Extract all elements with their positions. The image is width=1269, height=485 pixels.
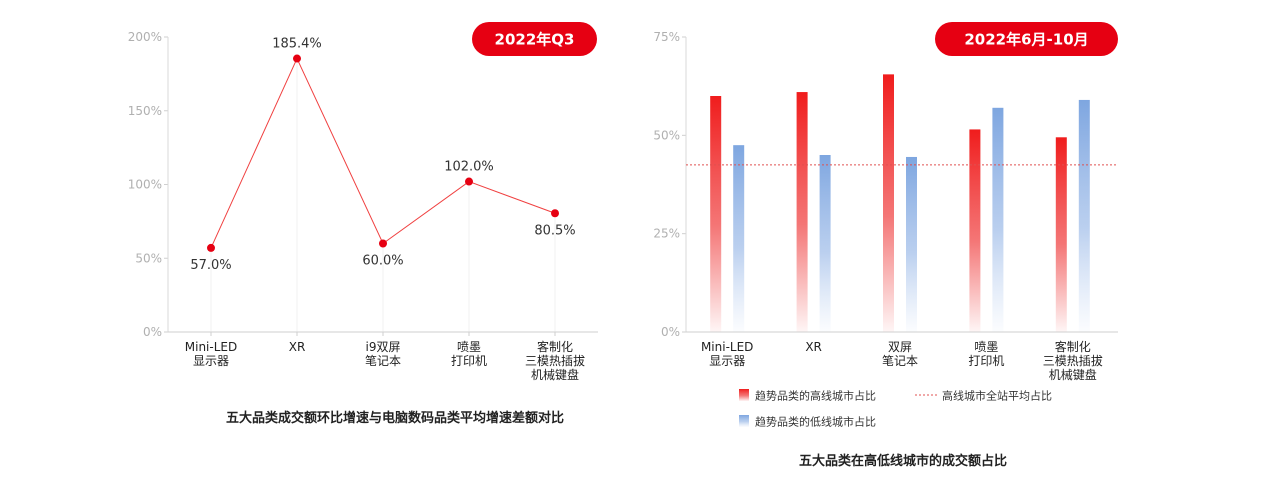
data-label: 57.0% bbox=[190, 258, 231, 273]
right-y-tick-label: 75% bbox=[653, 30, 680, 44]
bar-high-city bbox=[796, 92, 808, 332]
right-x-tick-label: 双屏 bbox=[888, 340, 912, 354]
legend-label-ref: 高线城市全站平均占比 bbox=[942, 389, 1052, 403]
right-chart-title: 五大品类在高低线城市的成交额占比 bbox=[799, 453, 1007, 469]
left-x-tick-label: 三模热插拔 bbox=[525, 353, 585, 368]
right-x-tick-label: 笔记本 bbox=[882, 353, 918, 368]
left-badge-label: 2022年Q3 bbox=[495, 31, 575, 49]
legend-swatch-high bbox=[739, 389, 749, 401]
left-x-tick-label: 客制化 bbox=[537, 339, 573, 354]
legend-swatch-low bbox=[739, 415, 749, 427]
left-x-tick-label: 笔记本 bbox=[365, 353, 401, 368]
bar-low-city bbox=[1078, 99, 1090, 332]
bar-low-city bbox=[819, 155, 831, 332]
right-badge-label: 2022年6月-10月 bbox=[964, 31, 1088, 49]
right-y-tick-label: 50% bbox=[653, 128, 680, 142]
left-y-tick-label: 0% bbox=[143, 325, 162, 339]
series-line bbox=[210, 57, 556, 249]
left-points bbox=[207, 54, 559, 252]
bar-low-city bbox=[992, 107, 1004, 332]
data-point bbox=[551, 209, 559, 218]
bar-low-city bbox=[906, 156, 917, 332]
left-x-tick-label: 显示器 bbox=[193, 354, 229, 368]
left-y-tick-label: 150% bbox=[128, 104, 162, 118]
left-x-tick-label: XR bbox=[289, 340, 306, 354]
right-x-tick-label: XR bbox=[805, 340, 822, 354]
data-point bbox=[465, 177, 473, 186]
left-badge bbox=[472, 22, 597, 56]
left-y-axis: 0% 50% 100% 150% 200% bbox=[128, 30, 168, 339]
data-label: 102.0% bbox=[444, 160, 494, 175]
right-y-tick-label: 0% bbox=[661, 325, 680, 339]
bar-low-city bbox=[733, 145, 745, 332]
left-y-tick-label: 100% bbox=[128, 178, 162, 192]
data-label: 80.5% bbox=[534, 223, 575, 238]
legend-label-high: 趋势品类的高线城市占比 bbox=[755, 389, 876, 403]
data-point bbox=[207, 243, 215, 252]
left-x-tick-label: 喷墨 bbox=[457, 340, 481, 354]
bar-high-city bbox=[969, 129, 981, 332]
bar-high-city bbox=[1055, 137, 1067, 332]
data-point bbox=[293, 54, 301, 63]
left-x-tick-label: Mini-LED bbox=[185, 340, 237, 354]
left-series-line bbox=[210, 57, 556, 249]
left-x-tick-label: 打印机 bbox=[451, 354, 487, 368]
right-x-tick-label: 显示器 bbox=[709, 354, 745, 368]
data-label: 60.0% bbox=[362, 254, 403, 269]
left-y-tick-label: 50% bbox=[135, 251, 162, 265]
right-x-tick-label: 打印机 bbox=[968, 354, 1004, 368]
legend: 趋势品类的高线城市占比 高线城市全站平均占比 趋势品类的低线城市占比 bbox=[739, 389, 1052, 429]
legend-label-low: 趋势品类的低线城市占比 bbox=[755, 415, 876, 429]
data-label: 185.4% bbox=[272, 37, 322, 52]
left-grid bbox=[210, 58, 556, 332]
right-y-tick-label: 25% bbox=[653, 227, 680, 241]
right-bars bbox=[710, 74, 1090, 332]
right-badge bbox=[935, 22, 1118, 56]
data-point bbox=[379, 239, 387, 248]
right-x-tick-label: 机械键盘 bbox=[1049, 367, 1097, 382]
left-x-tick-label: i9双屏 bbox=[366, 340, 401, 354]
right-x-tick-label: Mini-LED bbox=[701, 340, 753, 354]
right-x-tick-label: 客制化 bbox=[1055, 339, 1091, 354]
left-y-tick-label: 200% bbox=[128, 30, 162, 44]
left-x-tick-label: 机械键盘 bbox=[531, 367, 579, 382]
right-x-tick-label: 喷墨 bbox=[974, 340, 998, 354]
left-data-labels: 57.0% 185.4% 60.0% 102.0% 80.5% bbox=[190, 37, 575, 273]
bar-high-city bbox=[883, 74, 894, 332]
left-chart-title: 五大品类成交额环比增速与电脑数码品类平均增速差额对比 bbox=[226, 410, 564, 426]
right-x-tick-label: 三模热插拔 bbox=[1043, 353, 1103, 368]
right-y-axis: 0% 25% 50% 75% bbox=[653, 30, 686, 339]
bar-high-city bbox=[710, 96, 722, 332]
